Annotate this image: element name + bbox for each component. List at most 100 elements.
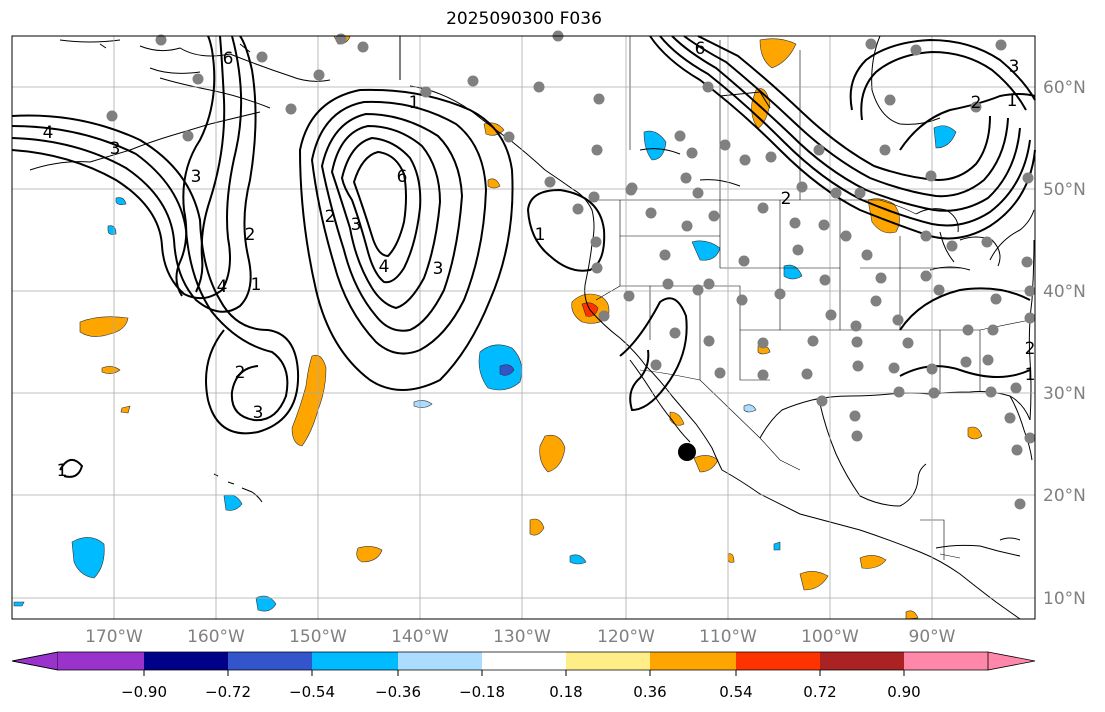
colorbar-tick-label: 0.36 <box>633 683 666 701</box>
map-title: 2025090300 F036 <box>446 9 602 29</box>
contour-label: 1 <box>57 461 68 481</box>
contour-label: 4 <box>379 257 390 277</box>
lon-label: 160°W <box>187 627 245 647</box>
lon-label: 90°W <box>909 627 956 647</box>
contour-label: 3 <box>253 403 264 423</box>
longitude-labels: 170°W 160°W 150°W 140°W 130°W 120°W 110°… <box>85 627 956 647</box>
colorbar-segment <box>482 652 566 670</box>
contour-label: 2 <box>235 363 246 383</box>
colorbar-segment <box>820 652 904 670</box>
orange-patch <box>356 546 383 563</box>
contour-label: 3 <box>351 215 362 235</box>
colorbar-segment <box>228 652 312 670</box>
contour-label: 1 <box>409 93 420 113</box>
contour-label: 2 <box>1025 339 1036 359</box>
colorbar-segment <box>736 652 820 670</box>
contour-label: 1 <box>535 225 546 245</box>
contour-label: 6 <box>397 167 408 187</box>
contour-label: 3 <box>433 259 444 279</box>
lat-label: 30°N <box>1043 384 1086 404</box>
orange-patch <box>867 198 900 234</box>
contour-label: 4 <box>217 277 228 297</box>
colorbar-segment <box>58 652 144 670</box>
blue-patch <box>13 601 25 607</box>
map-panel: 4 3 3 2 1 6 1 6 2 3 4 3 1 2 3 1 6 2 3 2 … <box>11 30 1036 620</box>
colorbar-segment <box>312 652 398 670</box>
colorbar-tick-label: 0.90 <box>887 683 920 701</box>
orange-patch <box>101 366 121 374</box>
lightblue-patch <box>743 404 757 413</box>
colorbar-tick-labels: −0.90 −0.72 −0.54 −0.36 −0.18 0.18 0.36 … <box>121 683 921 701</box>
contour-label: 4 <box>43 123 54 143</box>
colorbar-tick-label: 0.72 <box>803 683 836 701</box>
orange-patch <box>905 610 919 620</box>
colorbar-tick-label: −0.90 <box>121 683 167 701</box>
orange-patch <box>291 354 327 447</box>
orange-patch <box>120 405 131 414</box>
colorbar-ticks <box>143 670 905 676</box>
contour-label: 3 <box>1009 57 1020 77</box>
blue-patch <box>569 554 587 565</box>
lon-label: 110°W <box>699 627 757 647</box>
blue-patch <box>115 197 127 205</box>
contour-label: 3 <box>191 167 202 187</box>
orange-patch <box>539 434 566 473</box>
contour-label: 2 <box>781 189 792 209</box>
contour-label: 1 <box>1025 365 1036 385</box>
contour-label: 6 <box>695 39 706 59</box>
station-dots <box>106 30 1036 510</box>
lon-label: 100°W <box>801 627 859 647</box>
blue-patch <box>933 125 957 149</box>
colorbar-max-arrow <box>987 651 1036 671</box>
lat-label: 10°N <box>1043 589 1086 609</box>
lat-lon-grid <box>12 36 1035 619</box>
lon-label: 130°W <box>493 627 551 647</box>
contour-label: 2 <box>325 207 336 227</box>
contour-label: 6 <box>223 49 234 69</box>
blue-patch <box>643 130 667 161</box>
storm-marker <box>678 443 696 461</box>
orange-patch <box>529 518 545 536</box>
colorbar-tick-label: −0.54 <box>289 683 335 701</box>
lat-label: 60°N <box>1043 78 1086 98</box>
orange-patch <box>859 555 887 569</box>
colorbar-segment <box>650 652 736 670</box>
blue-patch <box>71 537 105 579</box>
contour-label: 2 <box>971 93 982 113</box>
orange-patch <box>759 38 797 69</box>
contour-lines <box>11 35 1036 478</box>
orange-patch <box>79 316 129 337</box>
colorbar-tick-label: −0.72 <box>205 683 251 701</box>
contour-label: 1 <box>1007 91 1018 111</box>
darkblue-patch <box>499 364 515 376</box>
orange-patch <box>693 455 719 473</box>
colorbar-tick-label: 0.54 <box>719 683 752 701</box>
latitude-labels: 60°N 50°N 40°N 30°N 20°N 10°N <box>1043 78 1086 609</box>
orange-patch <box>967 426 983 440</box>
colorbar-tick-label: −0.36 <box>375 683 421 701</box>
colorbar-min-arrow <box>11 651 59 671</box>
lon-label: 170°W <box>85 627 143 647</box>
contour-label-group: 4 3 3 2 1 6 1 6 2 3 4 3 1 2 3 1 6 2 3 2 … <box>43 39 1036 481</box>
lat-label: 20°N <box>1043 486 1086 506</box>
lon-label: 120°W <box>597 627 655 647</box>
contour-label: 2 <box>245 225 256 245</box>
blue-patch <box>773 541 781 551</box>
lon-label: 140°W <box>391 627 449 647</box>
contour-label: 3 <box>110 139 121 159</box>
lat-label: 50°N <box>1043 180 1086 200</box>
blue-patch <box>255 595 277 612</box>
lon-label: 150°W <box>289 627 347 647</box>
colorbar-segment <box>904 652 988 670</box>
contour-label: 1 <box>251 275 262 295</box>
blue-patch <box>783 264 803 280</box>
colorbar-tick-label: −0.18 <box>459 683 505 701</box>
orange-patch <box>487 178 501 189</box>
lat-label: 40°N <box>1043 282 1086 302</box>
colorbar-tick-label: 0.18 <box>549 683 582 701</box>
colorbar-segment <box>398 652 482 670</box>
colorbar-segment <box>566 652 650 670</box>
colorbar: −0.90 −0.72 −0.54 −0.36 −0.18 0.18 0.36 … <box>11 651 1036 701</box>
colorbar-segment <box>144 652 228 670</box>
